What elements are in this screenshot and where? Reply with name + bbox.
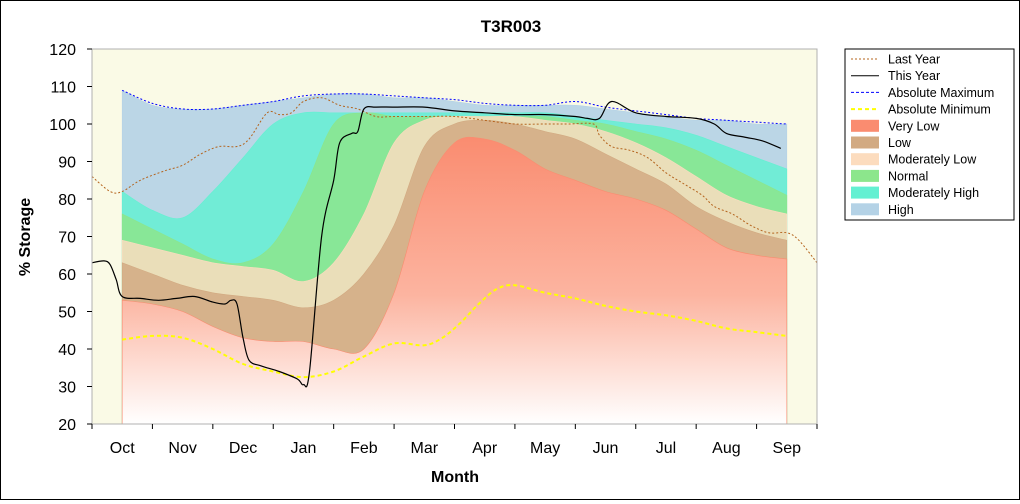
x-tick-label: May bbox=[530, 440, 560, 457]
band-very-low bbox=[121, 136, 788, 424]
legend-label-absolute-maximum: Absolute Maximum bbox=[888, 86, 994, 100]
legend-label-moderately-low: Moderately Low bbox=[888, 153, 977, 167]
y-axis-label: % Storage bbox=[17, 198, 34, 276]
x-tick-label: Jul bbox=[656, 440, 676, 457]
x-tick-label: Dec bbox=[229, 440, 257, 457]
series-line-absolute-minimum bbox=[122, 284, 787, 379]
legend-label-last-year: Last Year bbox=[888, 53, 940, 67]
y-tick-label: 90 bbox=[58, 155, 76, 172]
x-tick-label: Jan bbox=[291, 440, 317, 457]
legend-label-moderately-high: Moderately High bbox=[888, 186, 979, 200]
y-tick-label: 100 bbox=[49, 117, 76, 134]
chart-title: T3R003 bbox=[481, 17, 541, 36]
legend-swatch-moderately-low bbox=[851, 153, 879, 166]
series-line-last-year bbox=[92, 97, 817, 264]
series-line-this-year bbox=[92, 100, 782, 388]
x-axis: Oct Nov Dec Jan Feb Mar Apr May Jun Jul Aug Sep bbox=[91, 424, 818, 457]
x-tick-label: Nov bbox=[168, 440, 196, 457]
x-tick-label: Feb bbox=[350, 440, 378, 457]
legend-swatch-very-low bbox=[851, 119, 879, 132]
legend-swatch-normal bbox=[851, 169, 879, 182]
legend-label-very-low: Very Low bbox=[888, 119, 940, 133]
y-tick-label: 30 bbox=[58, 380, 76, 397]
legend: Last Year This Year Absolute Maximum Absolu… bbox=[844, 48, 1015, 221]
x-tick-label: Oct bbox=[110, 440, 135, 457]
legend-label-this-year: This Year bbox=[888, 69, 940, 83]
y-tick-label: 70 bbox=[58, 230, 76, 247]
x-tick-label: Mar bbox=[411, 440, 439, 457]
legend-swatch-low bbox=[851, 136, 879, 149]
legend-label-absolute-minimum: Absolute Minimum bbox=[888, 103, 991, 117]
legend-label-normal: Normal bbox=[888, 169, 928, 183]
legend-label-high: High bbox=[888, 203, 914, 217]
y-tick-label: 80 bbox=[58, 192, 76, 209]
storage-bands bbox=[121, 89, 788, 424]
x-tick-label: Jun bbox=[593, 440, 619, 457]
x-tick-label: Sep bbox=[773, 440, 802, 457]
y-tick-label: 20 bbox=[58, 417, 76, 434]
y-tick-label: 50 bbox=[58, 305, 76, 322]
legend-swatch-moderately-high bbox=[851, 186, 879, 199]
y-tick-label: 40 bbox=[58, 342, 76, 359]
y-tick-label: 60 bbox=[58, 267, 76, 284]
legend-label-low: Low bbox=[888, 136, 912, 150]
y-axis: 20 30 40 50 60 70 80 90 100 110 120 bbox=[49, 42, 92, 434]
x-tick-label: Apr bbox=[472, 440, 498, 457]
x-tick-label: Aug bbox=[712, 440, 740, 457]
storage-lines bbox=[92, 89, 817, 388]
x-axis-label: Month bbox=[431, 469, 479, 486]
series-line-absolute-maximum bbox=[122, 89, 787, 125]
y-tick-label: 110 bbox=[50, 80, 76, 97]
legend-swatch-high bbox=[851, 203, 879, 216]
y-tick-label: 120 bbox=[49, 42, 76, 59]
